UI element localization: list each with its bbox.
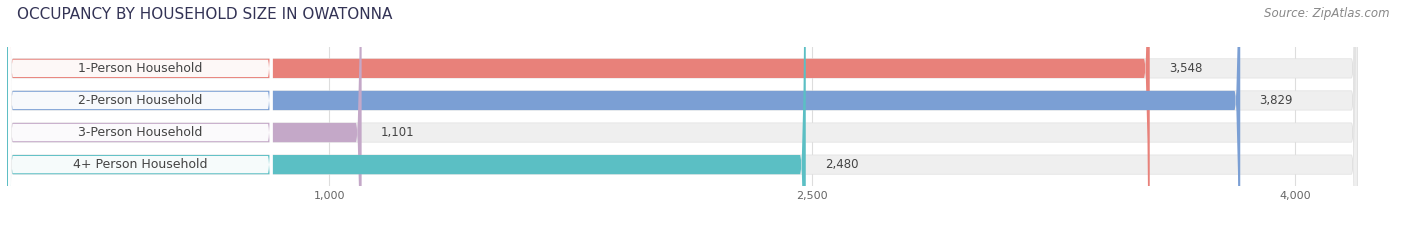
FancyBboxPatch shape	[7, 0, 1357, 233]
FancyBboxPatch shape	[7, 0, 1357, 233]
Text: OCCUPANCY BY HOUSEHOLD SIZE IN OWATONNA: OCCUPANCY BY HOUSEHOLD SIZE IN OWATONNA	[17, 7, 392, 22]
FancyBboxPatch shape	[8, 0, 273, 233]
FancyBboxPatch shape	[7, 0, 1357, 233]
FancyBboxPatch shape	[8, 0, 273, 233]
FancyBboxPatch shape	[7, 0, 1150, 233]
Text: 1,101: 1,101	[381, 126, 415, 139]
Text: 3-Person Household: 3-Person Household	[79, 126, 202, 139]
Text: 2,480: 2,480	[825, 158, 859, 171]
Text: Source: ZipAtlas.com: Source: ZipAtlas.com	[1264, 7, 1389, 20]
Text: 3,829: 3,829	[1260, 94, 1294, 107]
FancyBboxPatch shape	[7, 0, 806, 233]
Text: 1-Person Household: 1-Person Household	[79, 62, 202, 75]
FancyBboxPatch shape	[8, 0, 273, 233]
FancyBboxPatch shape	[7, 0, 361, 233]
Text: 4+ Person Household: 4+ Person Household	[73, 158, 208, 171]
FancyBboxPatch shape	[8, 0, 273, 233]
FancyBboxPatch shape	[7, 0, 1357, 233]
FancyBboxPatch shape	[7, 0, 1240, 233]
Text: 3,548: 3,548	[1168, 62, 1202, 75]
Text: 2-Person Household: 2-Person Household	[79, 94, 202, 107]
